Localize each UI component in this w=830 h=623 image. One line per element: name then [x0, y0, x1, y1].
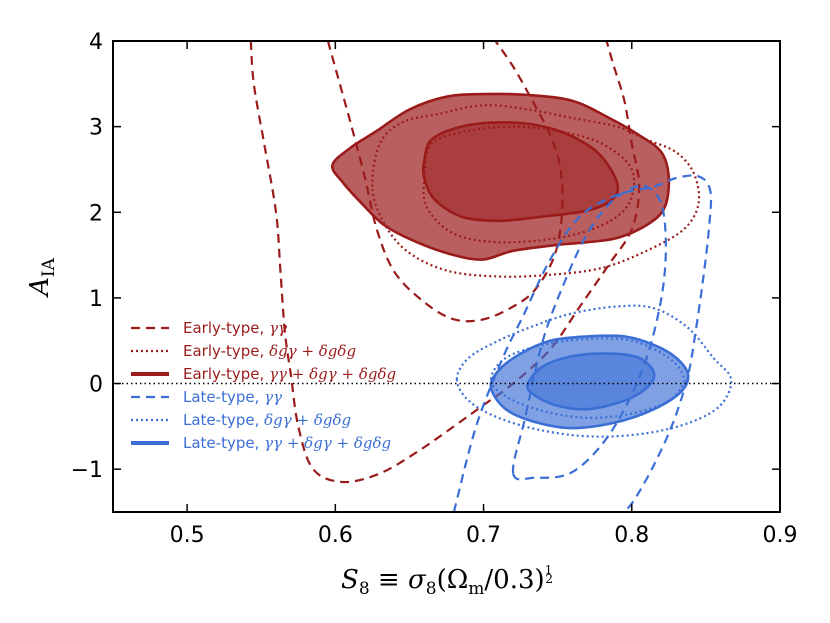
legend-label: Late-type, γγ	[183, 388, 282, 406]
y-tick-label: 1	[89, 287, 103, 312]
legend-label: Early-type, δgγ + δgδg	[183, 342, 356, 360]
y-tick-label: −1	[71, 458, 103, 483]
y-tick-label: 3	[89, 116, 103, 141]
x-axis-title: S8 ≡ σ8(Ωm/0.3)1 2	[341, 563, 553, 599]
contour-late-combined-inner	[526, 352, 656, 411]
contour-layer	[249, 41, 733, 512]
plot-frame	[112, 40, 781, 513]
legend-label: Early-type, γγ	[183, 319, 287, 337]
contour-early-combined-inner	[421, 121, 620, 223]
legend-label: Late-type, δgγ + δgδg	[183, 411, 351, 429]
x-tick-label: 0.8	[614, 523, 649, 548]
contour-late-shear-inner	[511, 184, 667, 481]
y-tick-label: 2	[89, 201, 103, 226]
x-tick-label: 0.7	[466, 523, 501, 548]
legend-label: Early-type, γγ + δgγ + δgδg	[183, 365, 396, 383]
x-tick-label: 0.6	[318, 523, 353, 548]
contour-late-shear-outer	[452, 174, 713, 512]
legend: Early-type, γγ Early-type, δgγ + δgδg Earl…	[131, 319, 396, 452]
contour-late-clustering-outer	[455, 304, 733, 438]
tick-layer: 0.5 0.6 0.7 0.8 0.9 −1 0 1 2 3 4	[71, 30, 798, 548]
x-tick-label: 0.5	[170, 523, 205, 548]
x-tick-label: 0.9	[763, 523, 798, 548]
y-tick-label: 4	[89, 30, 103, 55]
y-axis-title: AIA	[25, 257, 59, 297]
legend-label: Late-type, γγ + δgγ + δgδg	[183, 434, 391, 452]
y-tick-label: 0	[89, 373, 103, 398]
